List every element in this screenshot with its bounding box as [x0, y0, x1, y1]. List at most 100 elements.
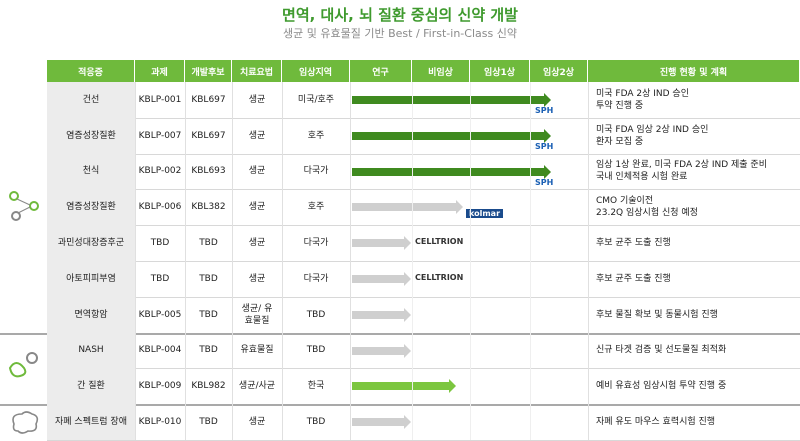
status: 후보 물질 확보 및 동물시험 진행 [588, 297, 800, 333]
cell-therapy: 유효물질 [240, 345, 274, 356]
progress-arrow [404, 415, 411, 430]
cell-region: 한국 [307, 381, 325, 392]
progress-bar [352, 346, 404, 355]
column-line [185, 82, 186, 440]
partner-logo: SPH [535, 141, 554, 151]
row-line [47, 225, 800, 227]
row-line [47, 117, 800, 119]
cell-candidate: TBD [199, 417, 218, 428]
cell-project: KBLP-010 [138, 417, 182, 428]
progress-bar [352, 274, 404, 283]
progress-arrow [456, 200, 463, 215]
progress-bar [352, 203, 456, 212]
column-header: 임상2상 [530, 60, 587, 82]
cell-therapy: 생균 [248, 417, 266, 428]
cell-project: TBD [150, 273, 170, 284]
cell-therapy: 생균 [248, 238, 266, 249]
column-header: 임상1상 [470, 60, 529, 82]
cell-indication: 아토피피부염 [47, 261, 135, 297]
progress-arrow [404, 271, 411, 286]
partner-logo: SPH [535, 105, 554, 115]
row-line [47, 261, 800, 262]
metabolic-icon [8, 352, 38, 378]
column-line [135, 82, 136, 440]
row-line [0, 332, 800, 335]
column-line [588, 82, 589, 440]
row-line [0, 404, 800, 407]
cell-therapy: 생균 [248, 166, 266, 177]
cell-candidate: KBL697 [191, 130, 226, 141]
cell-candidate: KBL693 [191, 166, 226, 177]
cell-therapy: 생균 [248, 273, 266, 284]
status: 미국 FDA 임상 2상 IND 승인 환자 모집 중 [588, 118, 800, 154]
progress-arrow [544, 92, 551, 107]
progress-arrow [449, 379, 456, 394]
row-line [47, 153, 800, 155]
cell-region: 미국/호주 [297, 94, 335, 105]
progress-arrow [404, 343, 411, 358]
partner-logo: CELLTRION [415, 237, 464, 247]
column-header: 진행 현황 및 계획 [588, 60, 799, 82]
cell-candidate: TBD [199, 309, 218, 320]
column-header: 비임상 [412, 60, 469, 82]
status-line: 미국 FDA 임상 2상 IND 승인 [596, 124, 709, 135]
cell-therapy: 생균 [248, 202, 266, 213]
cell-candidate: TBD [199, 273, 218, 284]
cell-candidate: KBL382 [191, 202, 226, 213]
column-header: 과제 [135, 60, 184, 82]
progress-arrow [404, 307, 411, 322]
cell-region: TBD [306, 309, 326, 320]
status-line: 임상 1상 완료, 미국 FDA 2상 IND 제출 준비 [596, 160, 767, 171]
cell-indication: 천식 [47, 153, 135, 190]
status-line: 환자 모집 중 [596, 136, 644, 147]
cell-therapy: 생균 [248, 130, 266, 141]
row-line [47, 296, 800, 298]
cell-indication: 간 질환 [47, 368, 135, 405]
cell-region: 다국가 [303, 273, 329, 284]
immune-icon [9, 191, 39, 221]
status: 자폐 유도 마우스 효력시험 진행 [588, 404, 800, 440]
partner-logo: SPH [535, 177, 554, 187]
status-line: 후보 균주 도출 진행 [596, 273, 671, 284]
progress-arrow [404, 236, 411, 251]
partner-logo: CELLTRION [415, 272, 464, 282]
column-header: 적응증 [47, 60, 134, 82]
subtitle: 생균 및 유효물질 기반 Best / First-in-Class 신약 [283, 27, 517, 40]
status-line: 자폐 유도 마우스 효력시험 진행 [596, 417, 716, 428]
progress-bar [352, 167, 544, 176]
status-line: 국내 인체적용 시험 완료 [596, 172, 688, 183]
cell-project: KBLP-005 [138, 309, 182, 320]
cell-project: KBLP-009 [138, 381, 182, 392]
stage-line [412, 82, 413, 440]
status-line: 미국 FDA 2상 IND 승인 [596, 88, 689, 99]
title: 면역, 대사, 뇌 질환 중심의 신약 개발 [282, 6, 518, 24]
status: CMO 기술이전 23.2Q 임상시험 신청 예정 [588, 189, 800, 225]
status-line: 신규 타겟 검증 및 선도물질 최적화 [596, 345, 727, 356]
progress-bar [352, 382, 449, 391]
progress-bar [352, 95, 544, 104]
cell-candidate: TBD [199, 238, 218, 249]
status-line: 후보 물질 확보 및 동물시험 진행 [596, 309, 718, 320]
status: 미국 FDA 2상 IND 승인 투약 진행 중 [588, 82, 800, 118]
cell-project: KBLP-007 [138, 130, 182, 141]
cell-indication: NASH [47, 332, 135, 369]
cell-project: KBLP-001 [138, 94, 182, 105]
cell-region: TBD [306, 417, 326, 428]
cell-indication: 염증성장질환 [47, 189, 135, 226]
status-line: 후보 균주 도출 진행 [596, 238, 671, 249]
column-line [282, 82, 283, 440]
cell-therapy: 생균/ 유효물질 [241, 303, 273, 326]
column-header: 임상지역 [282, 60, 349, 82]
cell-region: 호주 [307, 130, 325, 141]
cell-project: TBD [150, 238, 170, 249]
status: 후보 균주 도출 진행 [588, 225, 800, 261]
cell-therapy: 생균/사균 [238, 381, 276, 392]
cell-candidate: KBL697 [191, 94, 226, 105]
row-line [47, 189, 800, 191]
status: 신규 타겟 검증 및 선도물질 최적화 [588, 333, 800, 369]
brain-icon [12, 411, 39, 434]
cell-indication: 건선 [47, 82, 135, 118]
cell-indication: 면역항암 [47, 296, 135, 333]
row-line [47, 368, 800, 370]
